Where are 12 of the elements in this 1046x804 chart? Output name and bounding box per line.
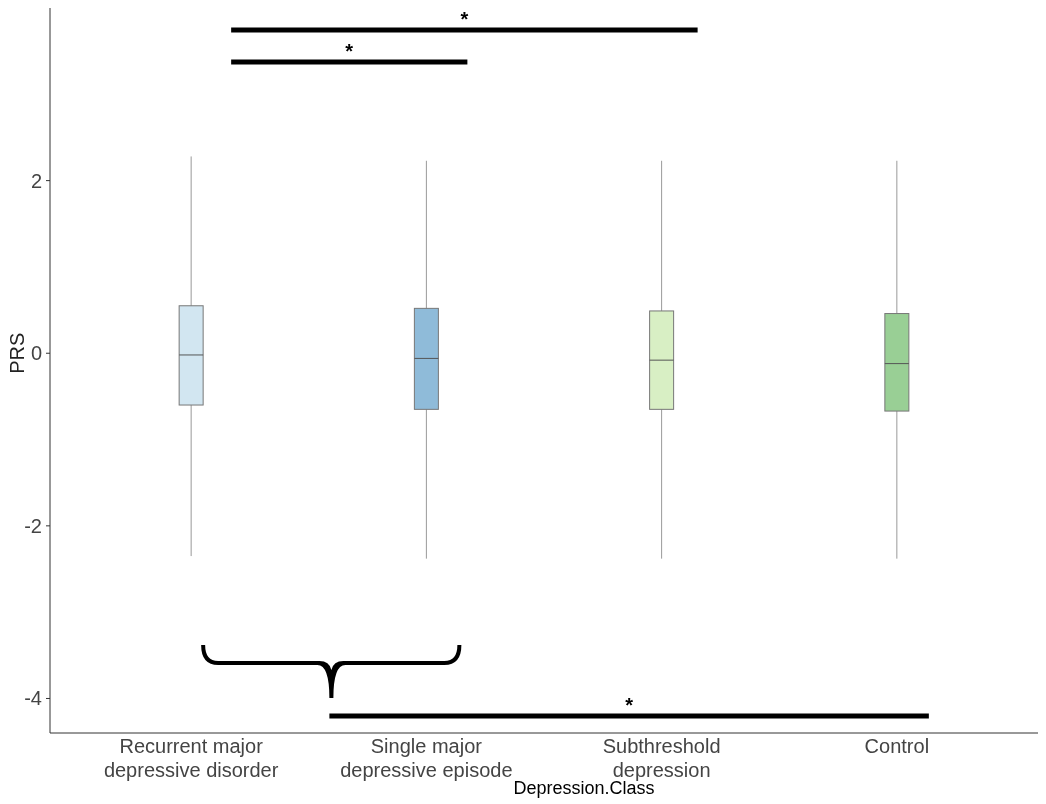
y-tick-label: -2 <box>24 514 42 537</box>
y-tick-label: 2 <box>30 169 42 192</box>
x-tick-label: Control <box>864 735 930 757</box>
x-tick-label: Recurrent major depressive disorder <box>103 735 279 781</box>
annotation: * <box>345 40 354 62</box>
y-axis-title: PRS <box>6 332 28 374</box>
x-tick-label: Single major depressive episode <box>340 735 513 781</box>
annotation: * <box>460 8 469 30</box>
y-tick-label: 0 <box>30 342 42 365</box>
annotation: * <box>625 694 634 716</box>
x-tick-label: Subthreshold depression <box>602 735 721 781</box>
y-tick-label: -4 <box>24 687 42 710</box>
